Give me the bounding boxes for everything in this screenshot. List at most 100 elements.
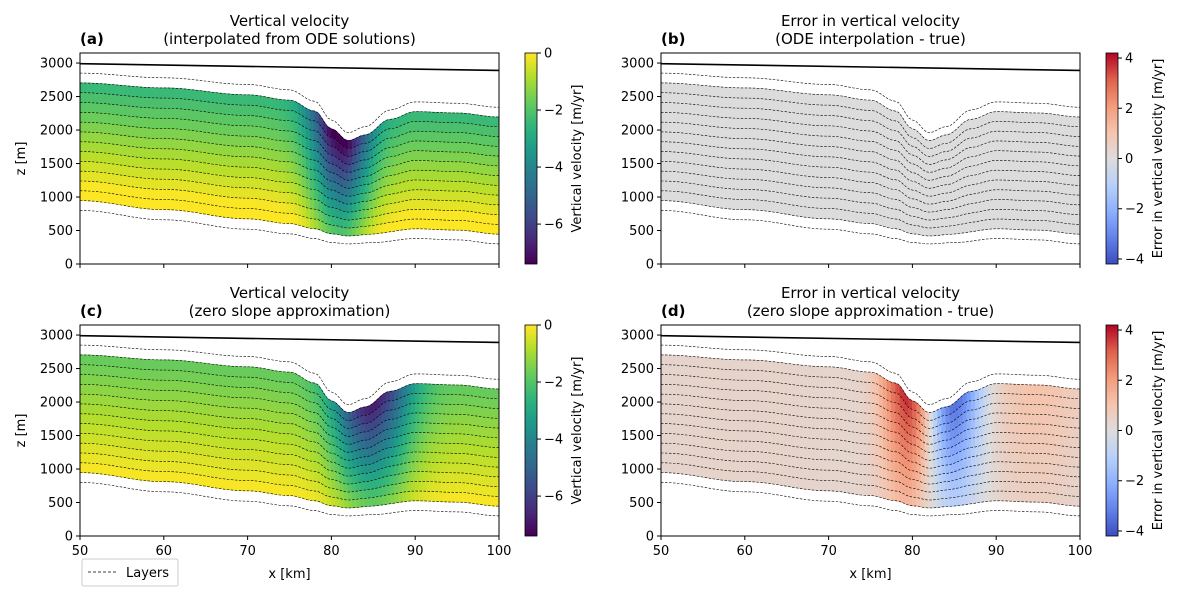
heat-cell — [757, 159, 762, 171]
heat-cell — [661, 413, 666, 424]
heat-cell — [88, 403, 93, 415]
heat-cell — [331, 172, 336, 183]
heat-cell — [285, 171, 290, 183]
heat-cell — [1046, 482, 1051, 494]
heat-cell — [681, 132, 687, 144]
heat-cell — [945, 489, 951, 499]
heat-cell — [778, 130, 783, 143]
heat-cell — [937, 465, 943, 476]
heat-cell — [100, 394, 106, 406]
heat-cell — [786, 162, 792, 175]
heat-cell — [1029, 219, 1035, 231]
heat-cell — [1012, 491, 1018, 502]
heat-cell — [1029, 384, 1035, 396]
heat-cell — [979, 444, 984, 456]
heat-cell — [230, 417, 236, 429]
heat-cell — [874, 141, 880, 155]
heat-cell — [757, 359, 762, 372]
heat-cell — [88, 423, 93, 435]
heat-cell — [289, 433, 294, 445]
heat-cell — [710, 146, 716, 158]
heat-cell — [473, 162, 479, 174]
heat-cell — [268, 400, 274, 412]
heat-cell — [727, 419, 733, 431]
heat-cell — [991, 111, 997, 123]
heat-cell — [853, 139, 859, 151]
heat-cell — [853, 170, 859, 182]
heat-cell — [347, 203, 353, 213]
heat-cell — [681, 181, 687, 193]
heat-cell — [1075, 165, 1080, 176]
heat-cell — [469, 405, 475, 417]
heat-cell — [285, 192, 290, 204]
heat-cell — [310, 441, 315, 453]
heat-cell — [1058, 435, 1064, 447]
heat-cell — [1004, 209, 1010, 220]
heat-cell — [819, 448, 825, 461]
heat-cell — [96, 414, 102, 425]
heat-cell — [886, 157, 892, 170]
heat-cell — [886, 197, 892, 210]
heat-cell — [790, 404, 796, 417]
heat-cell — [331, 154, 336, 166]
heat-cell — [832, 449, 838, 461]
heat-cell — [773, 160, 779, 173]
heat-cell — [188, 401, 194, 414]
heat-cell — [125, 185, 131, 197]
heat-cell — [289, 402, 294, 415]
heat-cell — [1025, 452, 1031, 464]
heat-cell — [402, 471, 408, 484]
heat-cell — [171, 138, 177, 150]
heat-cell — [1041, 492, 1047, 503]
heat-cell — [1075, 136, 1080, 147]
heat-cell — [832, 94, 838, 106]
heat-cell — [234, 469, 240, 481]
x-tick-label: 100 — [487, 544, 512, 559]
heat-cell — [694, 386, 700, 398]
heat-cell — [1025, 200, 1031, 211]
heat-cell — [857, 463, 863, 475]
heat-cell — [180, 411, 186, 423]
heat-cell — [356, 456, 362, 468]
heat-cell — [1037, 151, 1043, 163]
heat-cell — [853, 431, 859, 444]
heat-cell — [452, 220, 458, 231]
heat-cell — [715, 86, 720, 98]
heat-cell — [448, 423, 454, 435]
heat-cell — [356, 448, 362, 460]
heat-cell — [176, 118, 181, 130]
heat-cell — [268, 461, 274, 474]
heat-cell — [431, 383, 437, 395]
heat-cell — [945, 200, 951, 211]
heat-cell — [979, 162, 984, 175]
heat-cell — [297, 476, 303, 489]
heat-cell — [891, 490, 896, 502]
heat-cell — [243, 115, 248, 127]
heat-cell — [673, 423, 679, 435]
heat-cell — [184, 200, 190, 212]
heat-cell — [448, 433, 454, 444]
heat-cell — [979, 172, 984, 184]
heat-cell — [117, 456, 123, 468]
heat-cell — [698, 114, 704, 126]
heat-cell — [736, 420, 741, 432]
heat-cell — [1004, 140, 1010, 152]
heat-cell — [710, 135, 716, 148]
heat-cell — [481, 436, 487, 448]
heat-cell — [773, 89, 779, 101]
heat-cell — [702, 446, 708, 459]
heat-cell — [393, 135, 399, 148]
heat-cell — [748, 471, 754, 483]
heat-cell — [778, 181, 783, 194]
heat-cell — [234, 417, 240, 429]
heat-cell — [155, 359, 160, 371]
heat-cell — [356, 201, 362, 212]
heat-cell — [698, 94, 704, 106]
heat-cell — [163, 87, 169, 99]
heat-cell — [807, 365, 813, 377]
heat-cell — [1058, 406, 1064, 418]
heat-cell — [184, 139, 190, 151]
heat-cell — [213, 446, 219, 458]
heat-cell — [907, 486, 913, 498]
heat-cell — [155, 389, 160, 401]
